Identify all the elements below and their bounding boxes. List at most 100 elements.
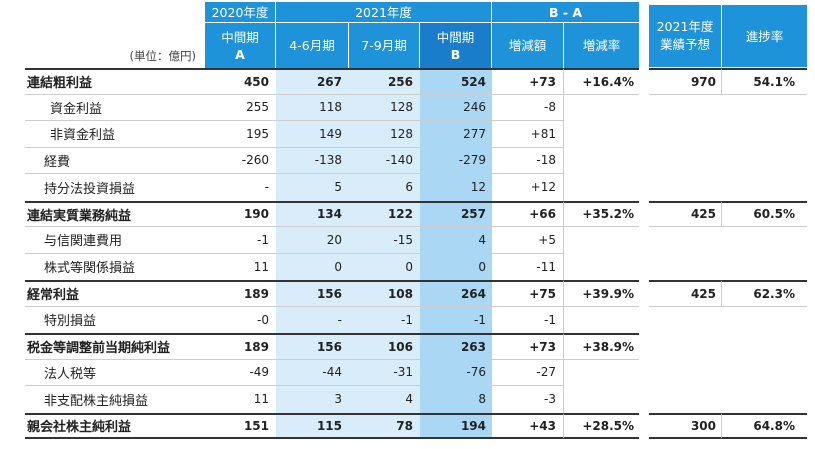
cell-interim-a: 190 — [205, 200, 276, 227]
cell-diff: -8 — [492, 94, 564, 121]
cell-q2: 106 — [349, 333, 420, 360]
row-label: 経費 — [25, 148, 205, 174]
cell-interim-b: -76 — [420, 359, 492, 386]
cell-interim-b: 8 — [420, 386, 492, 413]
cell-interim-b: -1 — [420, 306, 492, 333]
cell-q2: -140 — [349, 147, 420, 174]
row-label: 法人税等 — [25, 360, 205, 386]
cell-diff: +73 — [492, 68, 564, 95]
cell-progress: 62.3% — [722, 280, 807, 307]
cell-interim-a: 11 — [253, 392, 269, 407]
table-row: 非支配株主純損益 11 3 4 8 -3 — [25, 386, 807, 413]
cell-interim-b: 277 — [420, 121, 492, 148]
cell-q2: 4 — [349, 386, 420, 413]
cell-forecast — [649, 333, 722, 360]
column-gap — [639, 307, 649, 334]
column-gap — [639, 148, 649, 175]
table-row: 資金利益 255 118 128 246 -8 — [25, 94, 807, 122]
cell-q2: 108 — [349, 280, 420, 307]
cell-rate: +16.4% — [564, 68, 639, 95]
cell-progress — [722, 360, 807, 387]
cell-progress — [722, 254, 807, 281]
cell-progress: 54.1% — [722, 68, 807, 95]
cell-forecast — [649, 121, 722, 148]
cell-q1: 5 — [276, 174, 349, 201]
table-row: 連結粗利益 450 267 256 524 +73 +16.4% 970 54.… — [25, 68, 807, 95]
table-row: 経常利益 189 156 108 264 +75 +39.9% 425 62.3… — [25, 280, 807, 307]
cell-forecast: 970 — [649, 68, 722, 95]
table-row: 与信関連費用 -1 20 -15 4 +5 — [25, 227, 807, 254]
unit-label: (単位：億円) — [129, 49, 196, 63]
cell-progress — [722, 307, 807, 334]
cell-interim-b: 264 — [420, 280, 492, 307]
cell-q1: 149 — [276, 121, 349, 148]
cell-interim-b: 246 — [420, 94, 492, 121]
cell-q2: 122 — [349, 200, 420, 227]
cell-progress — [722, 174, 807, 201]
header-interim-a-line2: A — [235, 46, 245, 62]
row-label: 与信関連費用 — [25, 227, 205, 254]
cell-progress — [722, 227, 807, 254]
cell-diff: +5 — [492, 227, 564, 254]
column-gap — [639, 68, 649, 95]
cell-interim-a: -1 — [205, 227, 276, 254]
cell-q1: 115 — [276, 412, 349, 439]
cell-interim-b: 0 — [420, 253, 492, 280]
column-gap — [639, 333, 649, 360]
header-interim-a: 中間期 A — [205, 23, 275, 68]
cell-q2: -1 — [349, 306, 420, 333]
cell-q1: 3 — [276, 386, 349, 413]
cell-rate — [564, 174, 639, 201]
cell-progress — [722, 95, 807, 122]
header-rate: 増減率 — [564, 23, 639, 68]
row-label: 連結粗利益 — [25, 68, 205, 95]
cell-interim-a: 151 — [205, 412, 276, 439]
header-diff: 増減額 — [492, 23, 563, 68]
column-gap — [639, 413, 649, 440]
cell-interim-b: 524 — [420, 68, 492, 95]
header-forecast-line2: 業績予想 — [659, 37, 710, 52]
row-label: 非支配株主純損益 — [44, 393, 149, 409]
cell-interim-b: 263 — [420, 333, 492, 360]
cell-q2: 78 — [349, 412, 420, 439]
cell-interim-a: -49 — [205, 360, 276, 386]
cell-diff: +81 — [492, 121, 564, 148]
row-label: 連結実質業務純益 — [25, 200, 205, 227]
header-interim-b-line1: 中間期 — [436, 29, 475, 45]
cell-progress — [722, 333, 807, 360]
column-gap — [639, 227, 649, 254]
column-gap — [639, 174, 649, 201]
cell-interim-a: 189 — [205, 333, 276, 360]
header-fy2020: 2020年度 — [205, 2, 275, 22]
cell-q2: 128 — [349, 121, 420, 148]
cell-interim-a: 189 — [205, 280, 276, 307]
cell-forecast — [649, 307, 722, 334]
cell-rate — [564, 360, 639, 387]
cell-diff: -1 — [492, 306, 564, 333]
cell-interim-b: 4 — [420, 227, 492, 254]
cell-rate — [564, 95, 639, 122]
column-gap — [639, 121, 649, 148]
cell-interim-a: 11 — [253, 259, 269, 274]
column-gap — [639, 280, 649, 307]
cell-diff: +12 — [492, 174, 564, 201]
cell-q1: 156 — [276, 280, 349, 307]
cell-forecast — [649, 360, 722, 387]
cell-forecast — [649, 95, 722, 122]
cell-interim-b: 257 — [420, 200, 492, 227]
table-row: 特別損益 -0 - -1 -1 -1 — [25, 306, 807, 334]
table-row: 親会社株主純利益 151 115 78 194 +43 +28.5% 300 6… — [25, 412, 807, 440]
cell-q1: 267 — [276, 68, 349, 95]
table-body: 連結粗利益 450 267 256 524 +73 +16.4% 970 54.… — [25, 68, 807, 439]
cell-q1: 134 — [276, 200, 349, 227]
cell-q1: -138 — [276, 147, 349, 174]
cell-q1: 20 — [276, 227, 349, 254]
cell-interim-b: 12 — [420, 174, 492, 201]
cell-forecast: 300 — [649, 412, 722, 439]
row-label: 税金等調整前当期純利益 — [25, 333, 205, 360]
header-interim-a-line1: 中間期 — [221, 29, 259, 45]
cell-rate — [564, 121, 639, 148]
cell-interim-b: -279 — [420, 147, 492, 174]
cell-progress — [722, 121, 807, 148]
column-gap — [639, 360, 649, 387]
